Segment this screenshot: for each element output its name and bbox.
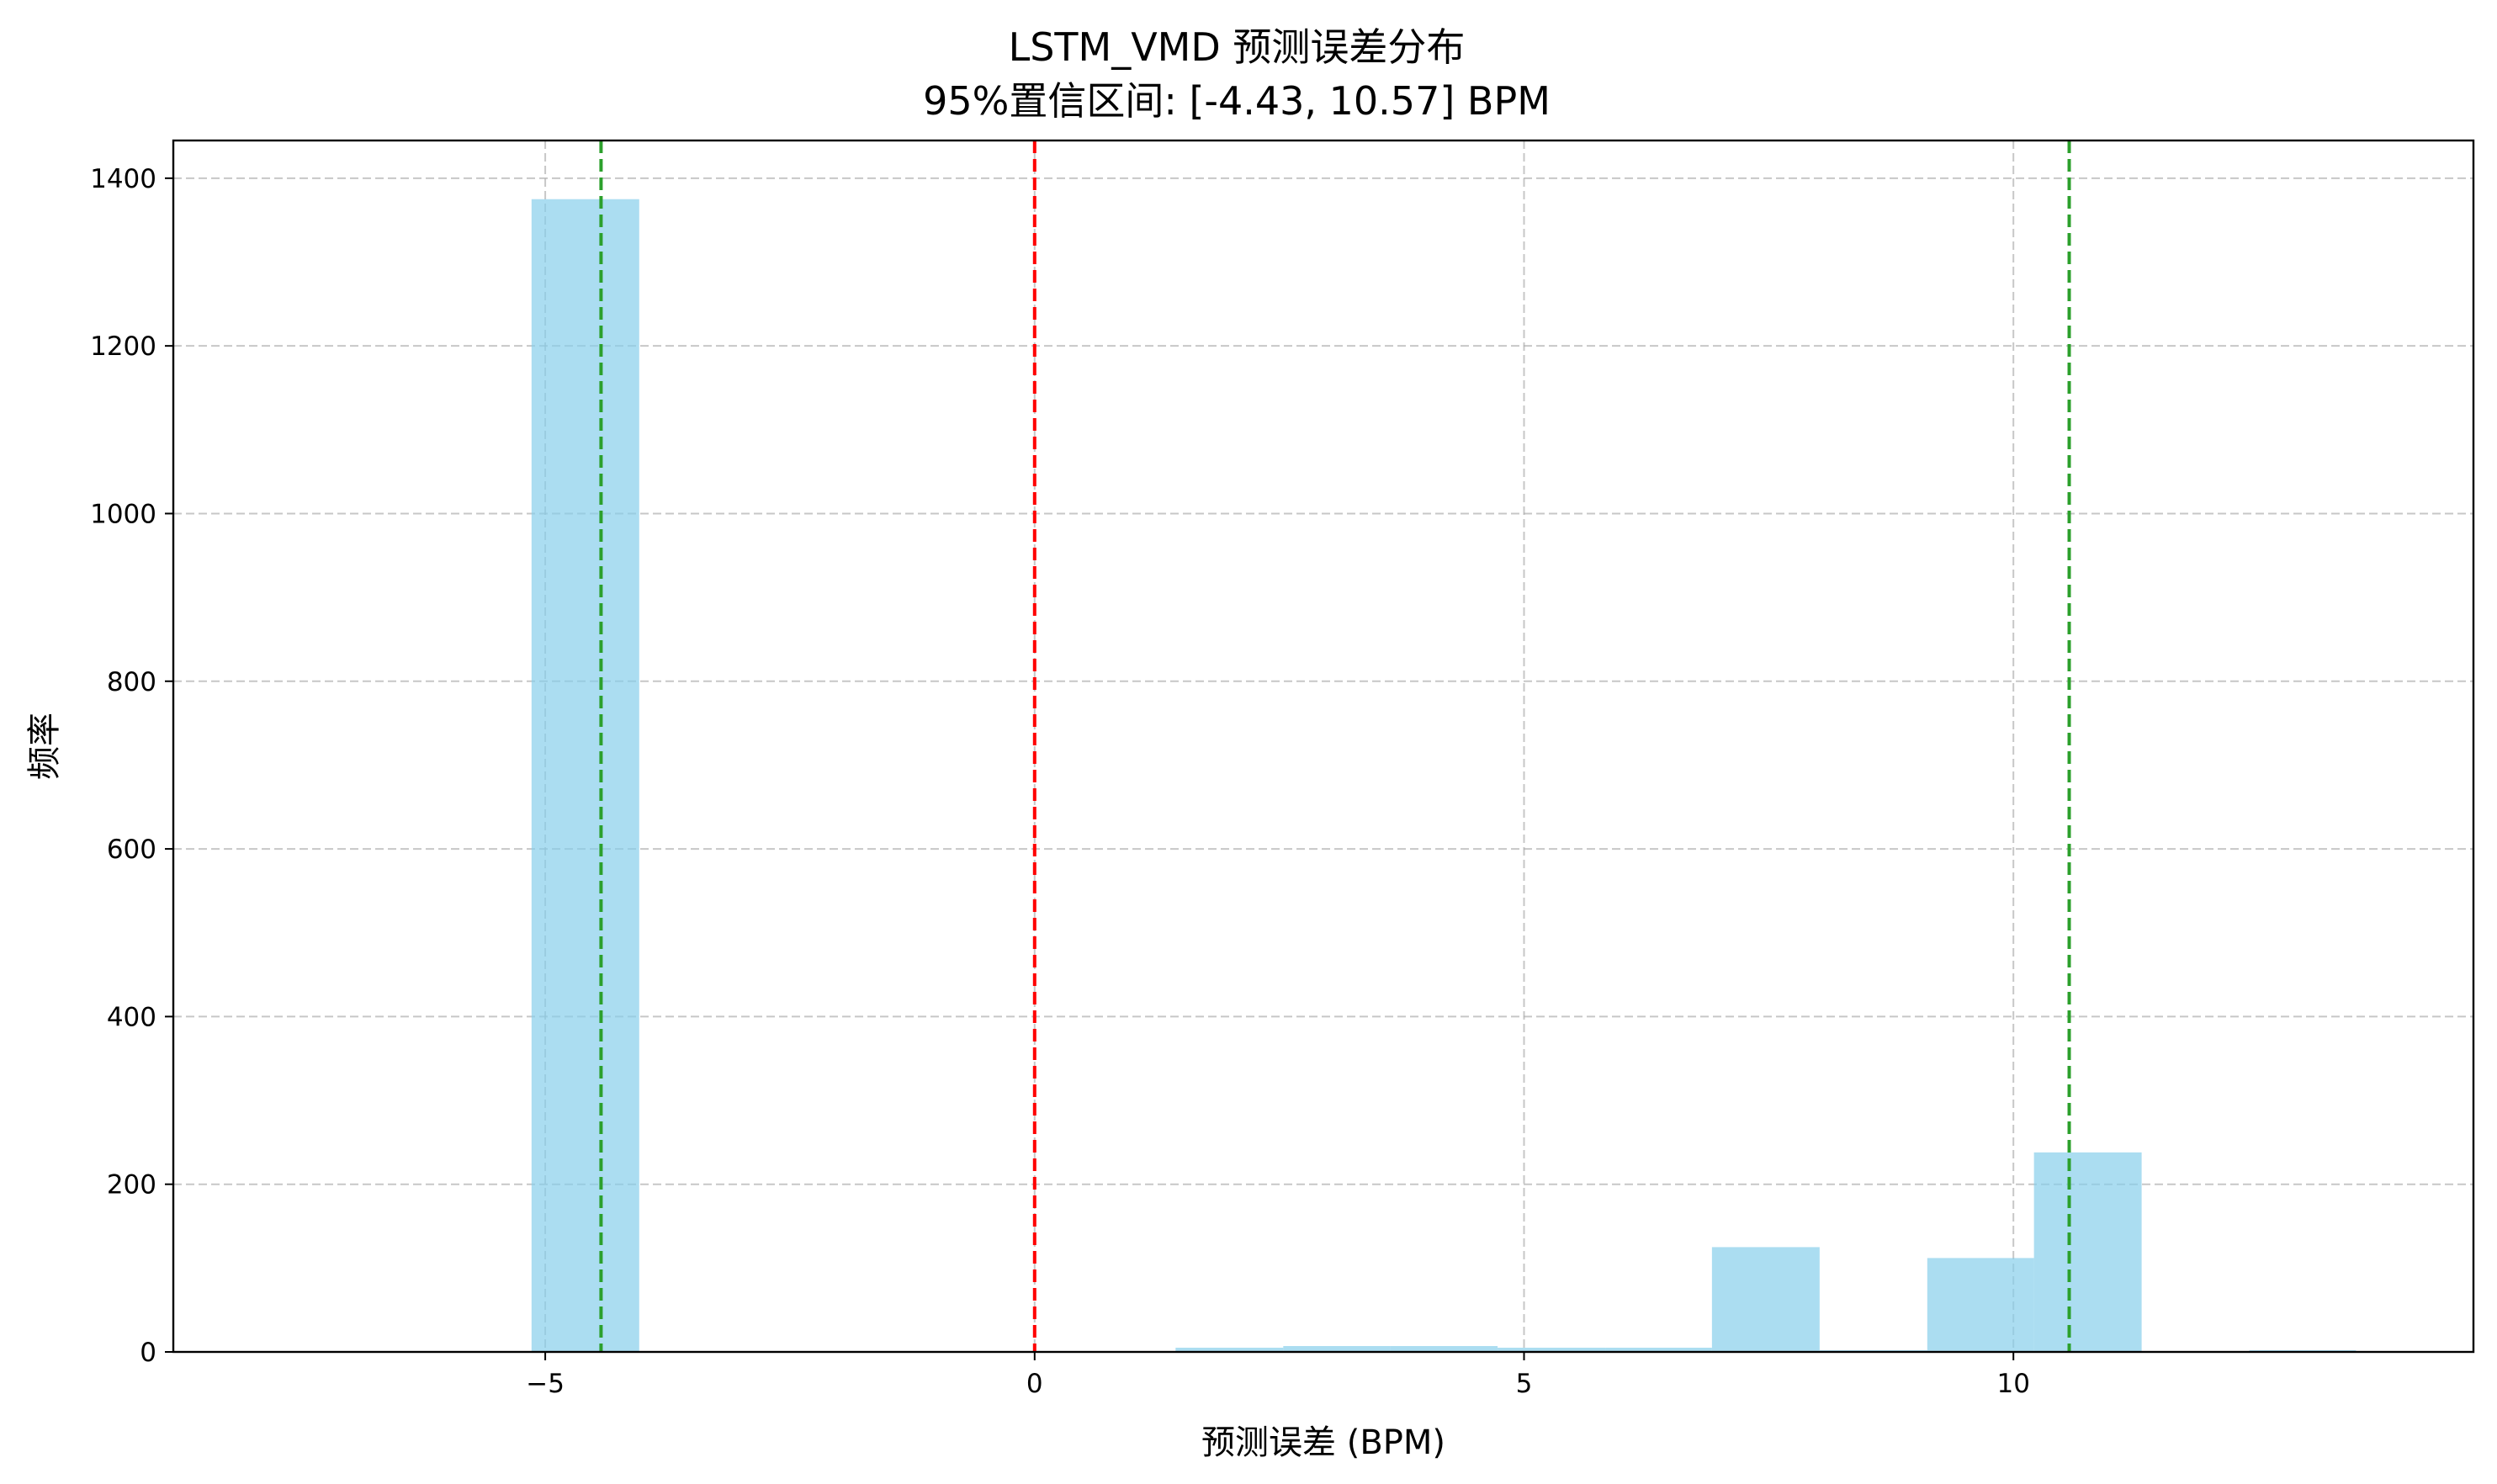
histogram-bar xyxy=(531,199,639,1352)
histogram-bar xyxy=(1498,1348,1606,1352)
chart-title: LSTM_VMD 预测误差分布 xyxy=(1009,24,1466,70)
x-tick-label: 0 xyxy=(1026,1369,1043,1399)
histogram-bar xyxy=(1390,1346,1498,1352)
y-tick-label: 0 xyxy=(140,1338,156,1368)
y-tick-label: 400 xyxy=(107,1002,156,1032)
y-tick-label: 1400 xyxy=(90,164,156,194)
y-tick-label: 1200 xyxy=(90,331,156,362)
plot-area-frame xyxy=(172,139,2475,1354)
histogram-bar xyxy=(1605,1348,1712,1352)
histogram-bar xyxy=(1283,1346,1391,1352)
y-tick-label: 200 xyxy=(107,1170,156,1200)
chart-subtitle: 95%置信区间: [-4.43, 10.57] BPM xyxy=(923,78,1551,124)
x-tick-label: 10 xyxy=(1996,1369,2029,1399)
y-tick-label: 1000 xyxy=(90,499,156,529)
histogram-bar xyxy=(1711,1247,1820,1352)
x-axis: −5 0 5 10 xyxy=(526,1352,2030,1399)
reference-lines-layer xyxy=(599,140,2071,1352)
y-axis-label: 频率 xyxy=(25,713,64,780)
histogram-bar xyxy=(1927,1258,2034,1352)
y-tick-label: 600 xyxy=(107,835,156,865)
x-axis-label: 预测误差 (BPM) xyxy=(1201,1423,1445,1462)
bars-layer xyxy=(209,199,2357,1352)
x-tick-label: −5 xyxy=(526,1369,565,1399)
y-tick-label: 800 xyxy=(107,667,156,697)
y-axis: 0 200 400 600 800 1000 1200 1400 xyxy=(90,164,173,1368)
x-tick-label: 5 xyxy=(1516,1369,1533,1399)
histogram-bar xyxy=(1175,1348,1284,1352)
histogram-bar xyxy=(2033,1152,2142,1352)
